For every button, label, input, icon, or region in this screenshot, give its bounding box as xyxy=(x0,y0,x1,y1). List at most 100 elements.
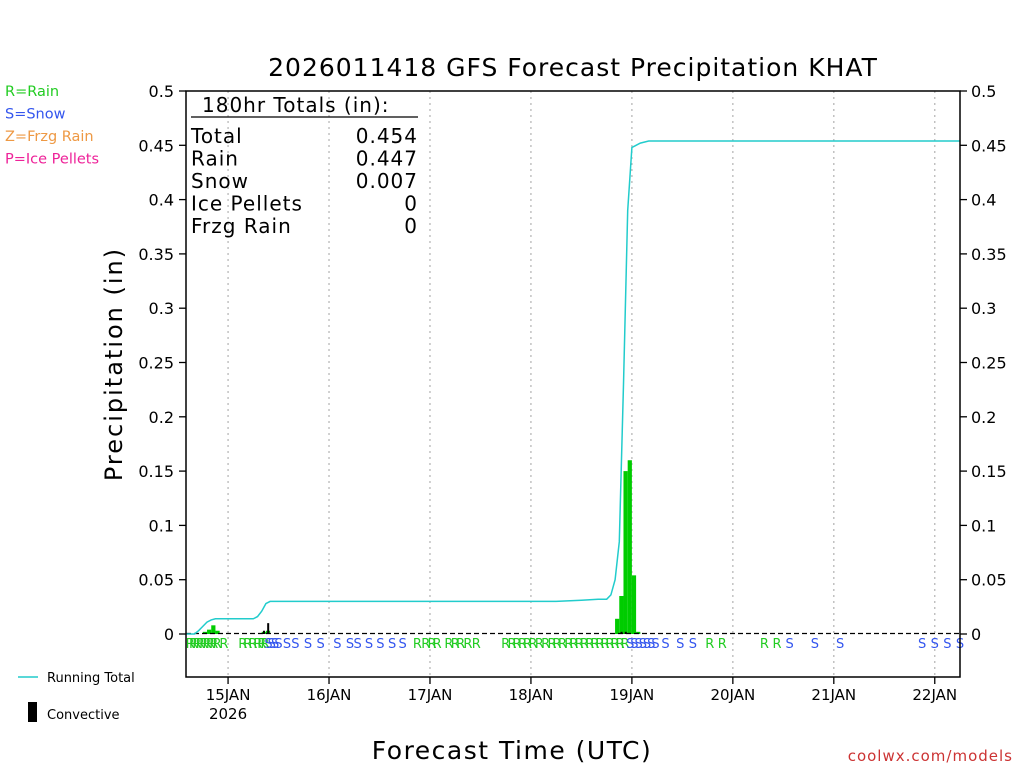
precip-type-marker: S xyxy=(304,637,312,652)
convective-bars xyxy=(262,623,627,634)
y-tick-label-right: 0.1 xyxy=(971,516,996,535)
precip-type-marker: R xyxy=(600,637,609,652)
precip-bar xyxy=(207,629,212,634)
y-tick-label: 0.5 xyxy=(149,82,174,101)
precip-type-marker: S xyxy=(264,637,272,652)
chart-title: 2026011418 GFS Forecast Precipitation KH… xyxy=(268,53,878,82)
precip-type-marker: R xyxy=(456,637,465,652)
precip-type-marker: R xyxy=(529,637,538,652)
x-tick-label: 21JAN xyxy=(811,686,856,704)
precip-type-marker: S xyxy=(271,637,279,652)
y-tick-label: 0.1 xyxy=(149,516,174,535)
precip-type-marker: S xyxy=(811,637,819,652)
y-tick-label-right: 0.25 xyxy=(971,354,1007,373)
y-tick-label-right: 0.5 xyxy=(971,82,996,101)
totals-row-label: Rain xyxy=(191,147,239,171)
precip-type-marker: R xyxy=(472,637,481,652)
precip-type-marker: R xyxy=(213,637,222,652)
y-axis-left: 0 0.05 0.1 0.15 0.2 0.25 0.3 0.35 0.4 0.45 0.5 xyxy=(138,82,186,644)
x-tick-year-label: 2026 xyxy=(209,705,247,723)
running-total-line xyxy=(186,140,960,635)
precip-type-marker: S xyxy=(353,637,361,652)
precip-type-marker: S xyxy=(786,637,794,652)
precip-type-marker: S xyxy=(274,637,282,652)
x-tick-label: 19JAN xyxy=(610,686,655,704)
x-tick-label: 18JAN xyxy=(509,686,554,704)
precip-type-marker: R xyxy=(248,637,257,652)
precip-type-marker: S xyxy=(689,637,697,652)
precip-type-marker: R xyxy=(575,637,584,652)
x-axis-label: Forecast Time (UTC) xyxy=(372,736,652,765)
precip-type-marker: R xyxy=(513,637,522,652)
y-tick-label-right: 0.3 xyxy=(971,299,996,318)
precip-type-marker: R xyxy=(558,637,567,652)
precip-type-marker: R xyxy=(605,637,614,652)
precip-type-marker: R xyxy=(444,637,453,652)
totals-row-value: 0 xyxy=(404,214,418,238)
precip-type-marker: S xyxy=(388,637,396,652)
precip-type-marker: R xyxy=(203,637,212,652)
plot-frame xyxy=(185,90,961,678)
convective-bar xyxy=(624,631,627,634)
precip-bars xyxy=(202,460,641,634)
y-tick-label-right: 0.15 xyxy=(971,462,1007,481)
precip-type-marker: R xyxy=(209,637,218,652)
totals-row-value: 0.454 xyxy=(356,124,418,148)
precip-type-marker: S xyxy=(630,637,638,652)
precip-bar xyxy=(623,471,628,634)
y-tick-label: 0.45 xyxy=(138,136,174,155)
x-tick-label: 22JAN xyxy=(912,686,957,704)
totals-row-label: Ice Pellets xyxy=(191,192,303,216)
precip-type-marker: S xyxy=(333,637,341,652)
y-axis-right: 0 0.05 0.1 0.15 0.2 0.25 0.3 0.35 0.4 0.45 0.5 xyxy=(960,82,1007,644)
precip-type-marker: S xyxy=(639,637,647,652)
precip-type-marker: R xyxy=(463,637,472,652)
x-tick-label: 15JAN xyxy=(206,686,251,704)
totals-heading: 180hr Totals (in): xyxy=(202,93,390,117)
precip-type-marker: S xyxy=(676,637,684,652)
precip-type-marker: S xyxy=(634,637,642,652)
running-total-legend-label: Running Total xyxy=(47,671,135,686)
precip-type-marker: S xyxy=(346,637,354,652)
precip-type-marker: R xyxy=(219,637,228,652)
precip-type-marker: R xyxy=(433,637,442,652)
totals-row-value: 0.007 xyxy=(356,169,418,193)
precip-type-marker: S xyxy=(943,637,951,652)
totals-row-label: Snow xyxy=(191,169,249,193)
y-tick-label: 0.4 xyxy=(149,191,174,210)
precip-type-marker: S xyxy=(365,637,373,652)
precip-type-marker: S xyxy=(376,637,384,652)
precip-type-marker: R xyxy=(541,637,550,652)
precip-type-marker: R xyxy=(616,637,625,652)
totals-row-value: 0.447 xyxy=(356,147,418,171)
precip-bar xyxy=(631,575,637,634)
precip-bar xyxy=(211,625,216,634)
precip-type-marker: R xyxy=(523,637,532,652)
precip-type-marker: R xyxy=(590,637,599,652)
precip-type-marker: S xyxy=(643,637,651,652)
precip-type-legend: R=Rain S=Snow Z=Frzg Rain P=Ice Pellets xyxy=(5,84,99,168)
precip-type-marker: R xyxy=(189,637,198,652)
precip-type-marker: R xyxy=(564,637,573,652)
y-tick-label: 0.2 xyxy=(149,408,174,427)
precip-type-marker: R xyxy=(621,637,630,652)
precip-type-marker: R xyxy=(547,637,556,652)
precip-bar xyxy=(615,618,620,634)
precip-type-marker: R xyxy=(253,637,262,652)
bottom-legend: Running Total Convective xyxy=(18,671,135,723)
precip-type-marker: R xyxy=(243,637,252,652)
y-tick-label-right: 0.45 xyxy=(971,136,1007,155)
convective-bar xyxy=(267,623,270,634)
precip-type-marker: R xyxy=(518,637,527,652)
precip-type-marker: R xyxy=(501,637,510,652)
convective-legend-label: Convective xyxy=(47,708,120,723)
precip-type-marker: S xyxy=(647,637,655,652)
precip-type-marker: S xyxy=(316,637,324,652)
precip-type-marker: R xyxy=(261,637,270,652)
y-tick-label-right: 0 xyxy=(971,625,981,644)
precip-type-marker: R xyxy=(428,637,437,652)
precip-type-marker: R xyxy=(413,637,422,652)
type-legend-item: Z=Frzg Rain xyxy=(5,129,94,145)
